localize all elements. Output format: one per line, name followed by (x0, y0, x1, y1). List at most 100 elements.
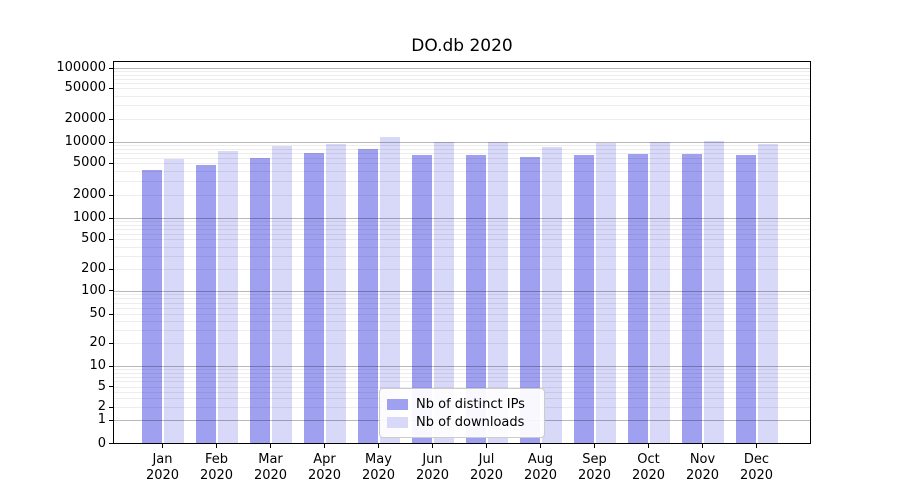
grid-line-minor (113, 145, 811, 147)
y-tick-label: 50 (89, 306, 106, 321)
bar-downloads (433, 142, 454, 444)
y-tick-label: 10000 (64, 134, 106, 149)
bar-distinct-ips (627, 154, 648, 444)
x-tick-label: Feb 2020 (199, 452, 234, 483)
bar-downloads (325, 143, 346, 444)
grid-line-minor (113, 269, 811, 271)
x-tick-mark (270, 444, 272, 448)
y-tick-mark (109, 419, 113, 421)
x-tick-mark (756, 444, 758, 448)
y-tick-label: 2000 (72, 187, 106, 202)
bar-distinct-ips (573, 155, 594, 444)
x-tick-mark (216, 444, 218, 448)
y-tick-mark (109, 290, 113, 292)
bar-distinct-ips (303, 153, 324, 444)
grid-line-minor (113, 180, 811, 182)
y-tick-mark (109, 194, 113, 196)
grid-line-minor (113, 78, 811, 80)
grid-line-minor (113, 302, 811, 304)
bar-downloads (703, 141, 724, 444)
bar-downloads (649, 142, 670, 444)
x-tick-label: May 2020 (361, 452, 396, 483)
bar-downloads (271, 145, 292, 444)
y-tick-label: 100 (81, 282, 106, 298)
grid-line-minor (113, 95, 811, 97)
x-tick-label: Nov 2020 (685, 452, 720, 483)
y-tick-mark (109, 365, 113, 367)
bar-distinct-ips (681, 154, 702, 444)
y-tick-label: 100000 (56, 60, 106, 76)
y-tick-mark (109, 238, 113, 240)
grid-line-minor (113, 71, 811, 73)
grid-line-minor (113, 294, 811, 296)
x-tick-mark (162, 444, 164, 448)
bar-distinct-ips (249, 157, 270, 444)
x-tick-label: Mar 2020 (253, 452, 288, 483)
bar-distinct-ips (357, 148, 378, 444)
y-tick-mark (109, 342, 113, 344)
y-tick-mark (109, 87, 113, 89)
y-tick-mark (109, 386, 113, 388)
bar-distinct-ips (411, 154, 432, 444)
legend-label-downloads: Nb of downloads (416, 415, 525, 430)
bar-downloads (487, 141, 508, 444)
y-tick-label: 5000 (72, 155, 106, 171)
bar-downloads (541, 146, 562, 444)
y-tick-mark (109, 217, 113, 219)
y-tick-label: 20 (89, 335, 106, 351)
x-tick-label: Dec 2020 (739, 452, 774, 483)
grid-line-minor (113, 376, 811, 378)
x-tick-mark (432, 444, 434, 448)
y-tick-mark (109, 67, 113, 69)
grid-line-minor (113, 233, 811, 235)
grid-line-minor (113, 246, 811, 248)
grid-line-minor (113, 343, 811, 345)
bar-distinct-ips (195, 164, 216, 444)
x-tick-mark (378, 444, 380, 448)
grid-line-minor (113, 229, 811, 231)
grid-line-major (113, 218, 811, 220)
legend-swatch-downloads (387, 417, 408, 428)
x-tick-mark (648, 444, 650, 448)
x-tick-label: Oct 2020 (631, 452, 666, 483)
grid-line-minor (113, 74, 811, 76)
grid-line-minor (113, 256, 811, 258)
grid-line-minor (113, 307, 811, 309)
grid-line-minor (113, 221, 811, 223)
x-tick-mark (594, 444, 596, 448)
y-tick-label: 1000 (72, 210, 106, 226)
x-tick-mark (702, 444, 704, 448)
legend-label-distinct-ips: Nb of distinct IPs (416, 397, 525, 412)
bar-distinct-ips (735, 154, 756, 444)
grid-line-minor (113, 157, 811, 159)
bar-distinct-ips (519, 157, 540, 444)
grid-line-minor (113, 386, 811, 388)
x-tick-mark (486, 444, 488, 448)
y-tick-label: 50000 (64, 80, 106, 96)
grid-line-minor (113, 225, 811, 227)
bar-downloads (217, 150, 238, 444)
y-tick-label: 500 (81, 231, 106, 247)
grid-line-minor (113, 195, 811, 196)
grid-line-minor (113, 163, 811, 165)
legend-item-distinct-ips: Nb of distinct IPs (387, 396, 536, 413)
x-tick-label: Jan 2020 (145, 452, 180, 483)
legend: Nb of distinct IPs Nb of downloads (379, 388, 545, 438)
x-tick-label: Jun 2020 (415, 452, 450, 483)
grid-line-minor (113, 321, 811, 323)
grid-line-minor (113, 83, 811, 85)
grid-line-major (113, 68, 811, 70)
bar-downloads (163, 158, 184, 444)
x-tick-label: Apr 2020 (307, 452, 342, 483)
bar-downloads (757, 144, 778, 444)
grid-line-minor (113, 381, 811, 383)
grid-line-minor (113, 88, 811, 90)
grid-line-minor (113, 239, 811, 241)
y-tick-label: 200 (81, 261, 106, 277)
bar-downloads (379, 137, 400, 444)
y-tick-mark (109, 118, 113, 120)
grid-line-major (113, 290, 811, 292)
grid-line-minor (113, 314, 811, 315)
y-tick-mark (109, 443, 113, 445)
